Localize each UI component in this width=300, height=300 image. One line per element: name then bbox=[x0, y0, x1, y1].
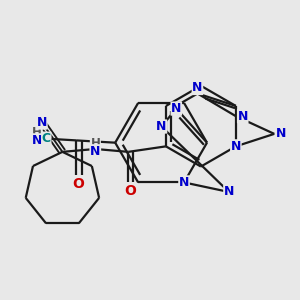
Text: N: N bbox=[156, 120, 167, 133]
Text: N: N bbox=[171, 102, 181, 115]
Text: N: N bbox=[224, 185, 234, 199]
Text: O: O bbox=[73, 177, 84, 191]
Text: N: N bbox=[90, 145, 100, 158]
Text: N: N bbox=[192, 82, 203, 94]
Text: N: N bbox=[276, 128, 286, 140]
Text: H: H bbox=[90, 137, 100, 150]
Text: N: N bbox=[231, 140, 241, 153]
Text: N: N bbox=[179, 176, 189, 189]
Text: H: H bbox=[32, 126, 42, 139]
Text: N: N bbox=[32, 134, 42, 147]
Text: O: O bbox=[124, 184, 136, 198]
Text: C: C bbox=[42, 132, 51, 145]
Text: N: N bbox=[238, 110, 248, 123]
Text: N: N bbox=[37, 116, 47, 129]
